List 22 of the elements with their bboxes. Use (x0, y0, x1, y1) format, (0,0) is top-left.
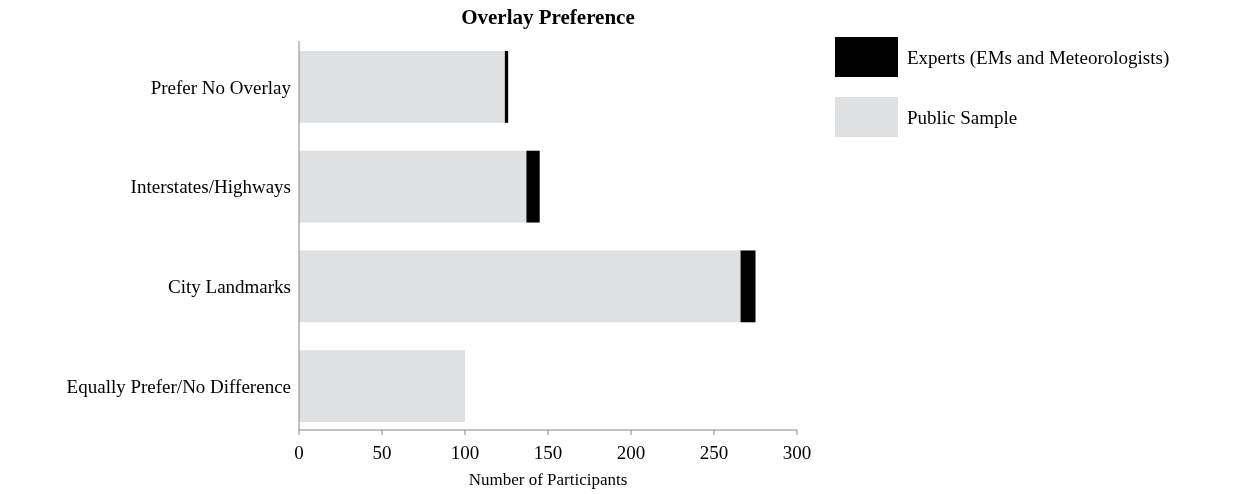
x-tick-label: 200 (616, 442, 646, 463)
bar (526, 150, 540, 223)
bar (504, 51, 509, 123)
x-tick-label: 100 (450, 442, 480, 463)
y-tick-label: City Landmarks (168, 276, 291, 298)
x-tick-label: 300 (782, 442, 812, 463)
y-tick-label: Prefer No Overlay (150, 76, 292, 98)
x-tick-label: 250 (699, 442, 729, 463)
bar (299, 150, 527, 223)
y-tick-label: Interstates/Highways (130, 176, 291, 198)
chart-title: Overlay Preference (461, 5, 635, 29)
x-tick-label: 50 (372, 442, 392, 463)
x-axis-title: Number of Participants (468, 470, 628, 489)
x-tick-label: 150 (533, 442, 563, 463)
x-tick-label: 0 (294, 442, 304, 463)
legend-label: Public Sample (907, 106, 1018, 128)
bar (299, 250, 741, 323)
y-tick-label: Equally Prefer/No Difference (66, 375, 291, 397)
bar (299, 51, 505, 123)
bar (299, 350, 465, 422)
legend-label: Experts (EMs and Meteorologists) (907, 46, 1170, 69)
bar (740, 250, 756, 323)
